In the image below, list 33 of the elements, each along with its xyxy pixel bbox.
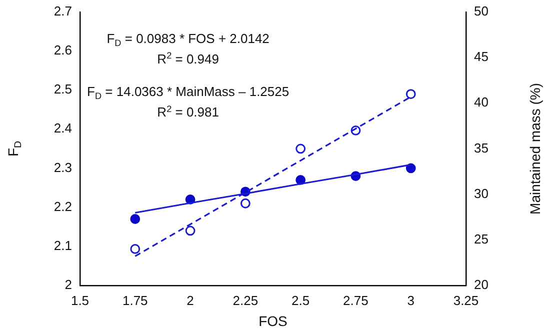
point <box>240 198 250 208</box>
y-tick-label: 2.5 <box>54 82 72 97</box>
y-tick-label: 2.7 <box>54 4 72 19</box>
y-tick-label: 2.2 <box>54 198 72 214</box>
x-axis-title: FOS <box>258 312 288 329</box>
x-tick-label: 1.5 <box>70 292 90 308</box>
y-tick-label: 2.6 <box>54 42 72 58</box>
y2-tick-label: 40 <box>474 94 488 110</box>
y2-tick-label: 35 <box>474 140 488 156</box>
y2-axis-title: Maintained mass (%) <box>526 82 543 214</box>
y-tick-label: 2 <box>64 276 72 292</box>
y-tick-label: 2.1 <box>54 238 72 253</box>
y-axis-title: FD <box>4 140 24 157</box>
y-tick-label: 2.4 <box>54 120 72 136</box>
point <box>130 214 140 224</box>
y2-tick-label: 20 <box>474 276 488 292</box>
point <box>406 89 416 99</box>
point <box>130 244 140 254</box>
x-tick-label: 2.5 <box>292 292 310 308</box>
x-tick-label: 3.25 <box>453 292 479 308</box>
x-tick-label: 2.75 <box>343 292 368 308</box>
y2-tick-label: 30 <box>474 186 488 201</box>
point <box>296 144 306 154</box>
x-tick-label: 2 <box>186 292 194 308</box>
y2-tick-label: 25 <box>474 231 488 246</box>
y-tick-label: 2.3 <box>54 160 72 175</box>
x-tick-label: 1.75 <box>122 292 148 308</box>
y2-tick-label: 45 <box>474 49 488 64</box>
point <box>406 163 416 174</box>
x-tick-label: 2.25 <box>232 292 258 308</box>
x-tick-label: 3 <box>407 292 414 308</box>
y2-tick-label: 50 <box>474 4 488 19</box>
point <box>185 226 196 236</box>
